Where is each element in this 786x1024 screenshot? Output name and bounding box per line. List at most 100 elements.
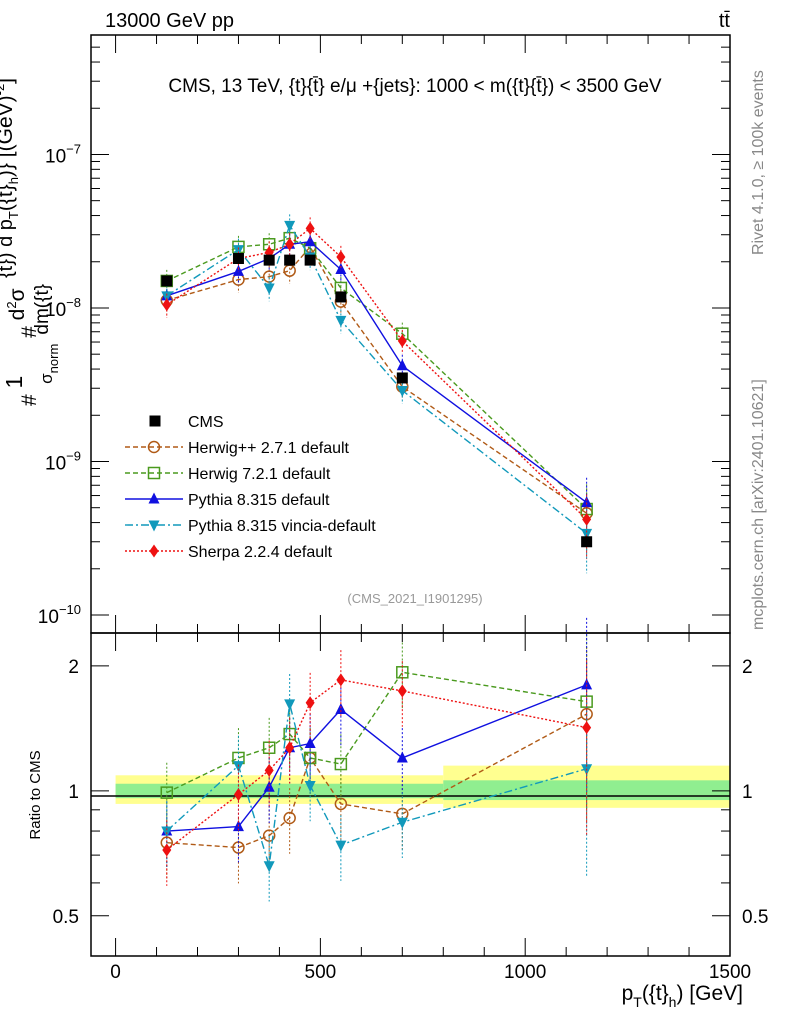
ratio-series-2 xyxy=(161,617,593,867)
legend-marker xyxy=(148,520,160,532)
main-data-cms xyxy=(161,253,593,548)
main-ytick-label: 10−7 xyxy=(45,141,81,167)
main-point xyxy=(161,291,173,303)
ratio-series-line xyxy=(166,684,587,832)
ratio-point xyxy=(160,786,174,799)
cms-point xyxy=(581,536,593,548)
legend-marker xyxy=(149,415,161,427)
main-series-line xyxy=(166,245,588,514)
main-point xyxy=(283,264,296,277)
main-point xyxy=(581,496,593,508)
legend-label: Pythia 8.315 default xyxy=(188,492,330,509)
header-right: tt̄ xyxy=(719,10,731,32)
ratio-point xyxy=(264,763,274,777)
ratio-point xyxy=(285,741,295,755)
ratio-band-stat xyxy=(115,783,444,799)
main-point xyxy=(162,298,172,312)
main-point xyxy=(335,263,347,275)
ratio-point xyxy=(581,678,593,690)
ratio-series-0 xyxy=(160,647,593,884)
ratio-xtick-label: 500 xyxy=(305,962,337,983)
ratio-point xyxy=(283,811,296,825)
main-point xyxy=(397,334,407,348)
main-ytick-label: 10−8 xyxy=(45,295,81,321)
ratio-ytick-label-right: 0.5 xyxy=(742,907,768,928)
ratio-point xyxy=(284,699,296,711)
main-point xyxy=(285,237,295,251)
main-panel: CMS, 13 TeV, {t}{t̄} e/μ +{jets}: 1000 <… xyxy=(38,34,731,634)
ratio-point xyxy=(396,751,408,763)
ratio-series-line xyxy=(166,703,587,866)
ratio-point xyxy=(304,737,316,749)
ratio-point xyxy=(582,721,592,735)
legend-label: Herwig++ 2.7.1 default xyxy=(188,440,350,457)
ratio-ytick-label: 2 xyxy=(68,657,79,678)
main-series-line xyxy=(166,227,588,520)
ratio-ylabel: Ratio to CMS xyxy=(27,750,44,839)
cms-point xyxy=(396,372,408,384)
cms-point xyxy=(263,254,275,266)
ratio-point xyxy=(335,840,347,852)
ratio-point xyxy=(305,696,315,710)
main-ytick-label: 10−10 xyxy=(38,602,81,628)
main-ylabel: # 1 σnorm # d2σ dm({t} {t̄}) d pT({t}h)}… xyxy=(0,78,63,406)
cms-point xyxy=(284,254,296,266)
main-point xyxy=(582,512,592,526)
header-left: 13000 GeV pp xyxy=(105,10,234,32)
main-title: CMS, 13 TeV, {t}{t̄} e/μ +{jets}: 1000 <… xyxy=(168,76,661,97)
ratio-point xyxy=(232,761,244,773)
main-point xyxy=(284,220,296,232)
ratio-ytick-label: 0.5 xyxy=(53,907,79,928)
main-point xyxy=(396,359,408,371)
main-frame xyxy=(90,34,731,634)
legend-marker xyxy=(147,466,161,480)
ratio-point xyxy=(336,673,346,687)
legend-item: Herwig++ 2.7.1 default xyxy=(125,440,350,457)
ratio-series-line xyxy=(166,679,587,851)
legend-label: CMS xyxy=(188,414,224,431)
ratio-point xyxy=(263,861,275,873)
ratio-point xyxy=(304,780,316,792)
legend-item: Pythia 8.315 vincia-default xyxy=(125,518,376,535)
mcplots-label: mcplots.cern.ch [arXiv:2401.10621] xyxy=(750,379,767,630)
main-ytick-label: 10−9 xyxy=(45,448,81,474)
legend-label: Sherpa 2.2.4 default xyxy=(188,544,333,561)
legend-label: Herwig 7.2.1 default xyxy=(188,466,331,483)
main-point xyxy=(232,264,244,276)
legend-marker xyxy=(147,440,161,454)
ratio-point xyxy=(334,757,348,771)
svg-text:# 1 σnorm #: # 1 σnorm # d2σ dm({t} {t̄}) d pT({t}h)}… xyxy=(0,78,63,406)
main-point xyxy=(396,386,408,398)
ratio-point xyxy=(335,703,347,715)
cms-point xyxy=(232,253,244,265)
legend-marker xyxy=(149,544,159,558)
main-point xyxy=(232,245,244,257)
legend-marker xyxy=(148,492,160,504)
cms-point xyxy=(335,291,347,303)
legend-label: Pythia 8.315 vincia-default xyxy=(188,518,376,535)
main-point xyxy=(581,528,593,540)
main-series-line xyxy=(166,223,588,534)
ratio-point xyxy=(233,787,243,801)
ratio-ytick-label-right: 2 xyxy=(742,657,753,678)
ratio-series-line xyxy=(166,713,587,849)
ratio-series-4 xyxy=(162,650,592,886)
rivet-label: Rivet 4.1.0, ≥ 100k events xyxy=(750,70,767,255)
ratio-ytick-label-right: 1 xyxy=(742,782,753,803)
main-point xyxy=(263,283,275,295)
ratio-point xyxy=(397,684,407,698)
ratio-point xyxy=(162,843,172,857)
ratio-point xyxy=(396,817,408,829)
main-point xyxy=(304,235,316,247)
main-point xyxy=(305,221,315,235)
ratio-frame xyxy=(90,632,731,957)
main-point xyxy=(335,315,347,327)
main-point xyxy=(336,250,346,264)
xlabel: pT({t}h) [GeV] xyxy=(622,982,743,1010)
ratio-panel: 0.5 0.5 1 1 2 2 0 500 1000 1500 xyxy=(53,617,768,983)
legend-item-cms: CMS xyxy=(149,414,224,431)
ratio-xtick-label: 1000 xyxy=(504,962,546,983)
cms-point xyxy=(304,254,316,266)
watermark: (CMS_2021_I1901295) xyxy=(347,591,482,606)
